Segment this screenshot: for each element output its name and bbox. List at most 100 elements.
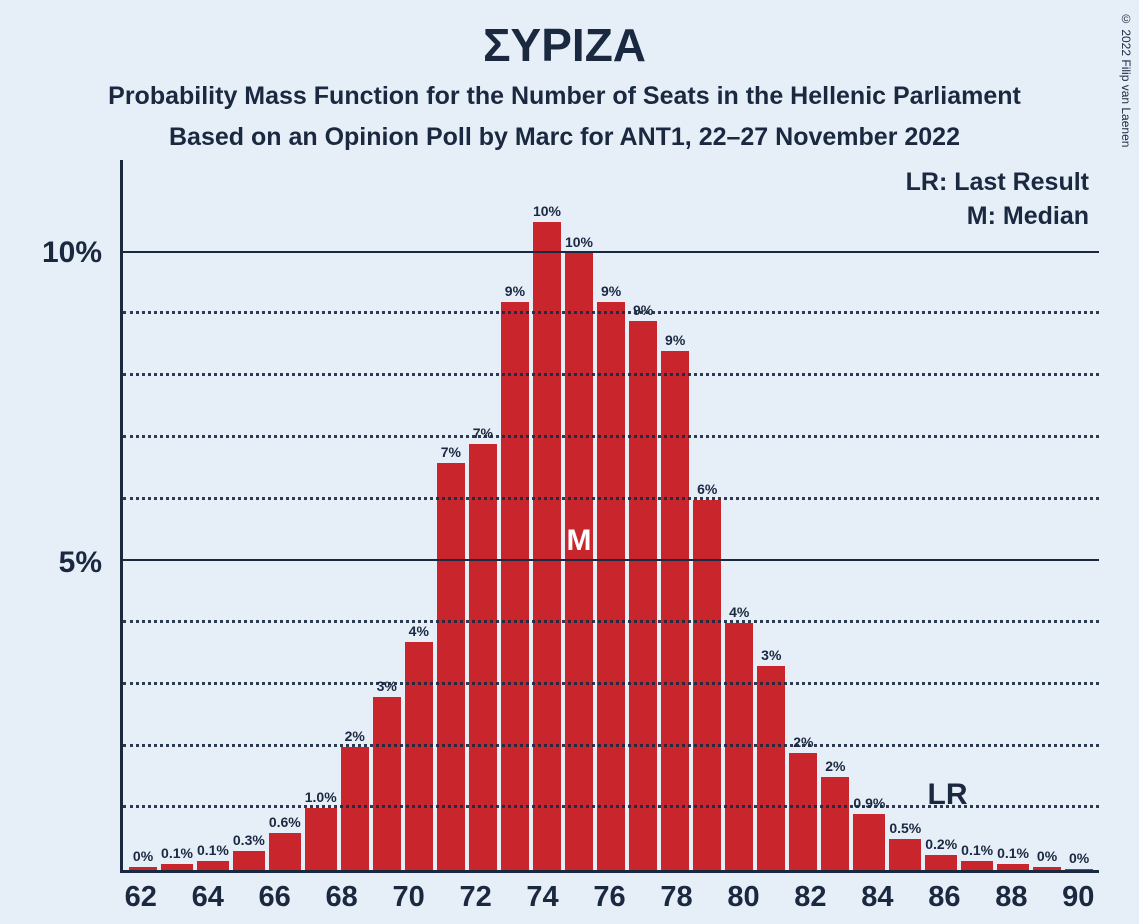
bar-slot: 4% bbox=[403, 160, 435, 870]
x-axis-tick bbox=[224, 881, 257, 914]
bar-slot: 0.2% bbox=[923, 160, 959, 870]
bar-value-label: 6% bbox=[697, 481, 717, 497]
bar-value-label: 0% bbox=[1037, 848, 1057, 864]
bar bbox=[997, 864, 1029, 870]
x-axis-tick bbox=[626, 881, 659, 914]
chart-subtitle-1: Probability Mass Function for the Number… bbox=[30, 82, 1099, 111]
bar bbox=[161, 864, 193, 870]
x-axis-tick: 72 bbox=[459, 881, 492, 914]
bar-slot: 0.1% bbox=[159, 160, 195, 870]
bar-value-label: 0.1% bbox=[997, 845, 1029, 861]
gridline-minor bbox=[123, 682, 1099, 685]
bar-value-label: 0.6% bbox=[269, 814, 301, 830]
bar-value-label: 9% bbox=[633, 302, 653, 318]
bar-slot: 0.3% bbox=[231, 160, 267, 870]
bar-value-label: 2% bbox=[793, 734, 813, 750]
x-axis-tick bbox=[559, 881, 592, 914]
bar-slot: 9% bbox=[659, 160, 691, 870]
bar bbox=[373, 697, 401, 870]
bar bbox=[1065, 869, 1093, 870]
x-axis: 626466687072747678808284868890 bbox=[30, 873, 1099, 914]
x-axis-tick bbox=[693, 881, 726, 914]
y-axis: 5%10% bbox=[30, 160, 120, 873]
gridline-minor bbox=[123, 744, 1099, 747]
bar-value-label: 9% bbox=[601, 283, 621, 299]
bar-value-label: 0.1% bbox=[961, 842, 993, 858]
bar-value-label: 3% bbox=[377, 678, 397, 694]
chart-subtitle-2: Based on an Opinion Poll by Marc for ANT… bbox=[30, 123, 1099, 152]
bar-slot: 0.9% bbox=[851, 160, 887, 870]
chart-title: ΣΥΡΙΖΑ bbox=[30, 18, 1099, 72]
bar-slot: 1.0% bbox=[303, 160, 339, 870]
x-axis-tick: 76 bbox=[593, 881, 626, 914]
bar-slot: 6% bbox=[691, 160, 723, 870]
x-axis-tick bbox=[827, 881, 860, 914]
x-axis-tick: 64 bbox=[191, 881, 224, 914]
bar-value-label: 10% bbox=[565, 234, 593, 250]
plot-area: LR: Last Result M: Median 0%0.1%0.1%0.3%… bbox=[120, 160, 1099, 873]
bar-value-label: 2% bbox=[825, 758, 845, 774]
x-axis-tick bbox=[1028, 881, 1061, 914]
plot-region: 5%10% LR: Last Result M: Median 0%0.1%0.… bbox=[30, 160, 1099, 873]
bar bbox=[597, 302, 625, 870]
x-axis-tick bbox=[492, 881, 525, 914]
bar-value-label: 9% bbox=[665, 332, 685, 348]
chart-container: ΣΥΡΙΖΑ Probability Mass Function for the… bbox=[0, 0, 1139, 924]
x-axis-tick: 70 bbox=[392, 881, 425, 914]
bar-slot: 0% bbox=[1063, 160, 1095, 870]
x-axis-tick bbox=[894, 881, 927, 914]
bar bbox=[405, 642, 433, 870]
gridline-minor bbox=[123, 620, 1099, 623]
bar-value-label: 4% bbox=[729, 604, 749, 620]
x-axis-tick: 84 bbox=[861, 881, 894, 914]
x-axis-tick: 88 bbox=[995, 881, 1028, 914]
bar-slot: 0.1% bbox=[959, 160, 995, 870]
bars-container: 0%0.1%0.1%0.3%0.6%1.0%2%3%4%7%7%9%10%10%… bbox=[123, 160, 1099, 870]
bar bbox=[629, 321, 657, 870]
x-axis-tick: 80 bbox=[727, 881, 760, 914]
bar bbox=[925, 855, 957, 870]
x-axis-tick bbox=[425, 881, 458, 914]
bar-slot: 9% bbox=[499, 160, 531, 870]
bar bbox=[501, 302, 529, 870]
bar-slot: 9% bbox=[627, 160, 659, 870]
bar bbox=[757, 666, 785, 870]
x-axis-tick bbox=[358, 881, 391, 914]
median-marker: M bbox=[567, 524, 592, 558]
x-axis-tick: 66 bbox=[258, 881, 291, 914]
bar bbox=[961, 861, 993, 870]
x-axis-tick bbox=[961, 881, 994, 914]
bar-slot: 7% bbox=[467, 160, 499, 870]
bar bbox=[533, 222, 561, 870]
bar bbox=[197, 861, 229, 870]
bar-slot: 2% bbox=[819, 160, 851, 870]
bar-slot: 9% bbox=[595, 160, 627, 870]
bar-value-label: 0% bbox=[133, 848, 153, 864]
bar-value-label: 4% bbox=[409, 623, 429, 639]
bar bbox=[129, 867, 157, 870]
bar-slot: 0.5% bbox=[887, 160, 923, 870]
bar bbox=[341, 747, 369, 870]
y-axis-label: 10% bbox=[42, 236, 102, 270]
bar-slot: 0.1% bbox=[995, 160, 1031, 870]
bar bbox=[661, 351, 689, 870]
gridline-minor bbox=[123, 497, 1099, 500]
bar bbox=[1033, 867, 1061, 870]
bar-slot: 4% bbox=[723, 160, 755, 870]
bar-value-label: 0.5% bbox=[889, 820, 921, 836]
bar-slot: 0.1% bbox=[195, 160, 231, 870]
bar-slot: 2% bbox=[787, 160, 819, 870]
bar-value-label: 10% bbox=[533, 203, 561, 219]
bar-value-label: 0.1% bbox=[161, 845, 193, 861]
gridline-major bbox=[123, 559, 1099, 561]
bar-value-label: 1.0% bbox=[305, 789, 337, 805]
gridline-minor bbox=[123, 373, 1099, 376]
bar-slot: 0.6% bbox=[267, 160, 303, 870]
x-axis-tick: 62 bbox=[124, 881, 157, 914]
bar bbox=[889, 839, 921, 870]
bar-value-label: 0.1% bbox=[197, 842, 229, 858]
x-axis-tick bbox=[760, 881, 793, 914]
bar-value-label: 0.3% bbox=[233, 832, 265, 848]
gridline-minor bbox=[123, 435, 1099, 438]
bar-slot: 10% M bbox=[563, 160, 595, 870]
